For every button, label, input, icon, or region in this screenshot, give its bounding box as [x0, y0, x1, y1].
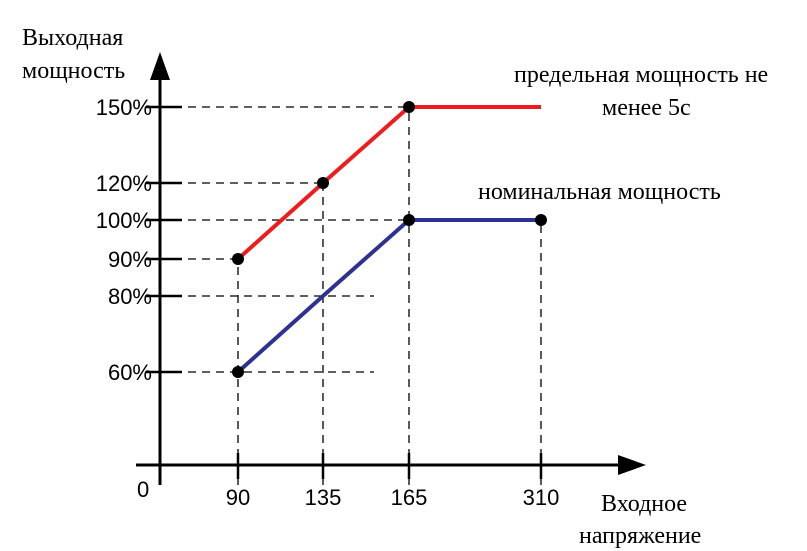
y-tick-label-120: 120%: [96, 171, 152, 196]
series-0-segment-1: [321, 105, 411, 185]
x-tick-label-135: 135: [305, 485, 342, 510]
series-0-segment-0: [236, 181, 325, 261]
markers-group: [232, 101, 547, 378]
x-tick-label-165: 165: [391, 485, 428, 510]
y-tick-label-100: 100%: [96, 208, 152, 233]
series-label-limit-line-2: менее 5с: [602, 95, 691, 121]
series-0-point-2: [403, 101, 415, 113]
y-tick-label-90: 90%: [108, 247, 152, 272]
x-axis-title-line-1: Входное: [601, 491, 687, 517]
y-tick-label-150: 150%: [96, 95, 152, 120]
y-tick-label-60: 60%: [108, 360, 152, 385]
series-label-limit-line-1: предельная мощность не: [514, 62, 768, 88]
y-axis-title-line-1: Выходная: [22, 25, 123, 51]
y-axis-title-line-2: мощность: [22, 58, 125, 84]
x-tick-label-310: 310: [523, 485, 560, 510]
series-label-nominal: номинальная мощность: [478, 179, 721, 205]
x-axis-title-line-2: напряжение: [579, 523, 701, 549]
series-1-point-3: [535, 214, 547, 226]
series-0-point-1: [317, 177, 329, 189]
series-1-point-2: [403, 214, 415, 226]
tick-marks-group: [146, 105, 543, 479]
x-axis-arrow: [618, 455, 646, 475]
origin-label: 0: [137, 477, 149, 502]
labels-group: Выходная мощность Входное напряжение 0 п…: [22, 25, 768, 549]
y-tick-label-80: 80%: [108, 284, 152, 309]
axes-group: [136, 52, 646, 485]
series-0-point-0: [232, 253, 244, 265]
series-1-point-0: [232, 366, 244, 378]
series-1-segment-1: [321, 218, 411, 298]
y-axis-arrow: [150, 52, 170, 80]
x-tick-label-90: 90: [226, 485, 250, 510]
series-group: [236, 105, 541, 374]
series-1-segment-0: [236, 294, 325, 374]
